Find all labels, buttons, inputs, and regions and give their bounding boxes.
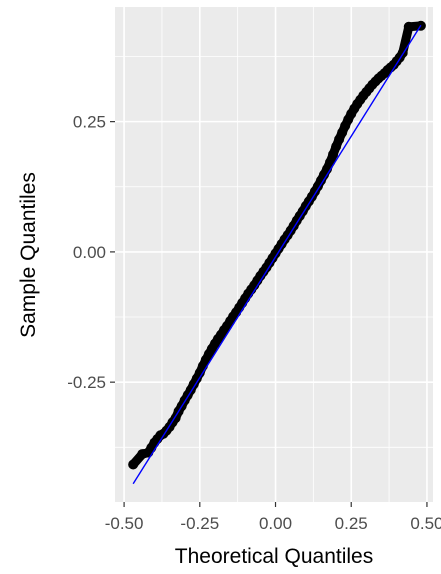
x-tick-label: 0.00	[259, 514, 292, 533]
reference-line-layer	[132, 24, 422, 485]
y-axis-title: Sample Quantiles	[17, 172, 40, 338]
x-tick-label: -0.25	[180, 514, 219, 533]
minor-gridlines	[115, 7, 433, 502]
x-tick-label: 0.50	[410, 514, 441, 533]
y-tick-label: -0.25	[67, 373, 106, 392]
y-axis-ticks: -0.25 0.00 0.25	[67, 113, 115, 392]
x-axis-title: Theoretical Quantiles	[175, 545, 373, 568]
y-tick-label: 0.25	[73, 113, 106, 132]
y-tick-label: 0.00	[73, 243, 106, 262]
reference-line	[132, 24, 422, 485]
sample-quantile-band	[128, 21, 426, 469]
x-axis-ticks: -0.50 -0.25 0.00 0.25 0.50	[105, 502, 441, 533]
x-tick-label: -0.50	[105, 514, 144, 533]
data-points	[128, 20, 426, 470]
x-tick-label: 0.25	[335, 514, 368, 533]
